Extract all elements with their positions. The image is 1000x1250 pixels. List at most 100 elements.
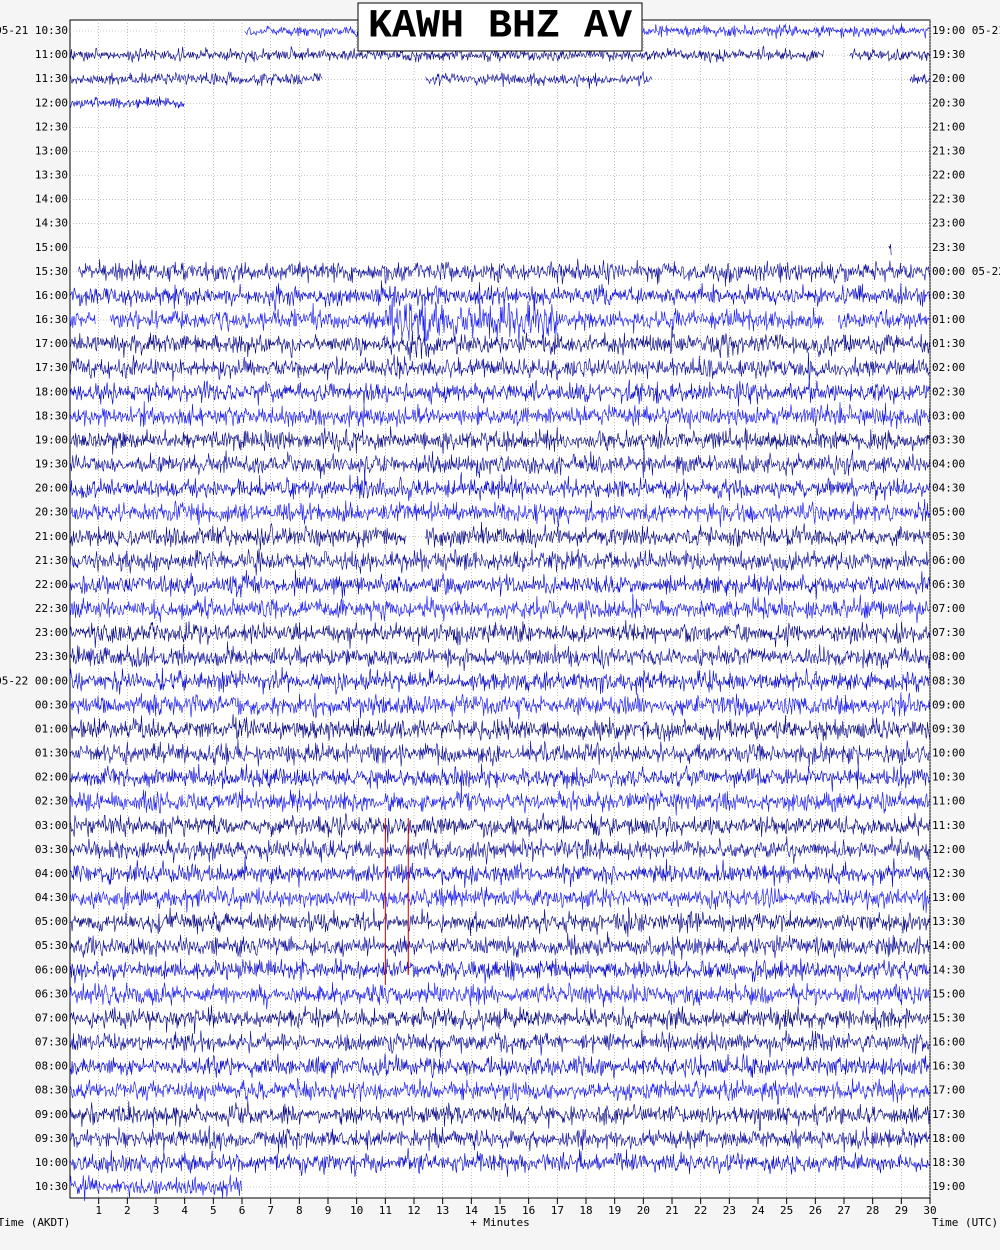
trace <box>69 1053 930 1079</box>
right-time-label: 08:00 <box>932 650 965 663</box>
left-time-label: 11:00 <box>35 48 68 61</box>
x-tick-label: 20 <box>637 1204 650 1217</box>
trace <box>69 692 930 720</box>
labels: 05-21 10:30 19:00 05-21 11:00 19:30 11:30 20:… <box>0 24 1000 1217</box>
right-time-label: 17:30 <box>932 1108 965 1121</box>
left-time-label: 14:00 <box>35 193 68 206</box>
trace <box>69 714 930 742</box>
trace <box>69 447 930 479</box>
trace <box>69 379 930 407</box>
x-tick-label: 17 <box>551 1204 564 1217</box>
trace <box>69 619 930 649</box>
left-axis-label: Time (AKDT) <box>0 1216 70 1229</box>
right-time-label: 08:30 <box>932 674 965 687</box>
trace <box>69 958 930 984</box>
right-time-label: 20:30 <box>932 96 965 109</box>
x-tick-label: 9 <box>325 1204 332 1217</box>
left-time-label: 17:00 <box>35 337 68 350</box>
left-time-label: 16:30 <box>35 313 68 326</box>
trace <box>69 71 930 89</box>
x-tick-label: 21 <box>665 1204 678 1217</box>
right-time-label: 10:30 <box>932 771 965 784</box>
x-tick-label: 5 <box>210 1204 217 1217</box>
x-tick-label: 16 <box>522 1204 535 1217</box>
x-tick-label: 4 <box>181 1204 188 1217</box>
left-time-label: 12:30 <box>35 120 68 133</box>
trace <box>69 96 185 109</box>
right-time-label: 19:00 <box>932 1180 965 1193</box>
trace <box>69 569 930 600</box>
trace <box>69 326 930 361</box>
left-time-label: 10:00 <box>35 1156 68 1169</box>
right-time-label: 23:00 <box>932 217 965 230</box>
left-time-label: 07:00 <box>35 1011 68 1024</box>
x-tick-label: 26 <box>809 1204 822 1217</box>
left-time-label: 11:30 <box>35 72 68 85</box>
left-time-label: 18:00 <box>35 385 68 398</box>
trace <box>69 593 930 624</box>
trace <box>69 1077 930 1105</box>
trace <box>69 297 931 346</box>
right-time-label: 01:30 <box>932 337 965 350</box>
trace <box>69 836 930 865</box>
x-tick-label: 24 <box>751 1204 765 1217</box>
left-time-label: 16:00 <box>35 289 68 302</box>
right-time-label: 18:30 <box>932 1156 965 1169</box>
left-time-label: 18:30 <box>35 409 68 422</box>
left-time-label: 22:30 <box>35 602 68 615</box>
left-time-label: 05-21 10:30 <box>0 24 68 37</box>
x-tick-label: 15 <box>493 1204 506 1217</box>
right-time-label: 09:30 <box>932 722 965 735</box>
left-time-label: 15:00 <box>35 241 68 254</box>
trace <box>69 401 930 430</box>
right-time-label: 07:00 <box>932 602 965 615</box>
right-time-label: 04:00 <box>932 458 965 471</box>
trace <box>888 244 892 256</box>
left-time-label: 07:30 <box>35 1036 68 1049</box>
right-time-label: 12:30 <box>932 867 965 880</box>
trace <box>69 812 930 843</box>
trace <box>69 1005 930 1035</box>
left-time-label: 21:30 <box>35 554 68 567</box>
left-time-label: 02:00 <box>35 771 68 784</box>
right-time-label: 13:00 <box>932 891 965 904</box>
right-time-label: 09:00 <box>932 698 965 711</box>
right-time-label: 00:30 <box>932 289 965 302</box>
right-time-label: 02:00 <box>932 361 965 374</box>
trace <box>69 763 930 792</box>
trace <box>69 548 930 576</box>
right-time-label: 23:30 <box>932 241 965 254</box>
right-time-label: 10:00 <box>932 747 965 760</box>
trace <box>69 352 930 384</box>
right-axis-label: Time (UTC) <box>932 1216 998 1229</box>
trace <box>69 472 930 502</box>
right-time-label: 22:30 <box>932 193 965 206</box>
right-time-label: 02:30 <box>932 385 965 398</box>
right-time-label: 18:00 <box>932 1132 965 1145</box>
trace <box>69 787 930 816</box>
x-tick-label: 8 <box>296 1204 303 1217</box>
trace <box>69 982 930 1010</box>
x-tick-label: 3 <box>153 1204 160 1217</box>
trace <box>69 1174 242 1202</box>
title: KAWH BHZ AV <box>368 5 632 50</box>
left-time-label: 15:30 <box>35 265 68 278</box>
trace <box>69 1029 930 1058</box>
left-time-label: 05:30 <box>35 939 68 952</box>
right-time-label: 21:00 <box>932 120 965 133</box>
left-time-label: 06:00 <box>35 963 68 976</box>
left-time-label: 02:30 <box>35 795 68 808</box>
left-time-label: 23:30 <box>35 650 68 663</box>
left-time-label: 17:30 <box>35 361 68 374</box>
x-tick-label: 13 <box>436 1204 449 1217</box>
right-time-label: 07:30 <box>932 626 965 639</box>
x-tick-label: 25 <box>780 1204 793 1217</box>
right-time-label: 14:30 <box>932 963 965 976</box>
left-time-label: 09:00 <box>35 1108 68 1121</box>
right-time-label: 11:30 <box>932 819 965 832</box>
trace <box>69 856 930 889</box>
left-time-label: 01:30 <box>35 747 68 760</box>
right-time-label: 04:30 <box>932 482 965 495</box>
left-time-label: 21:00 <box>35 530 68 543</box>
trace <box>69 1100 930 1131</box>
